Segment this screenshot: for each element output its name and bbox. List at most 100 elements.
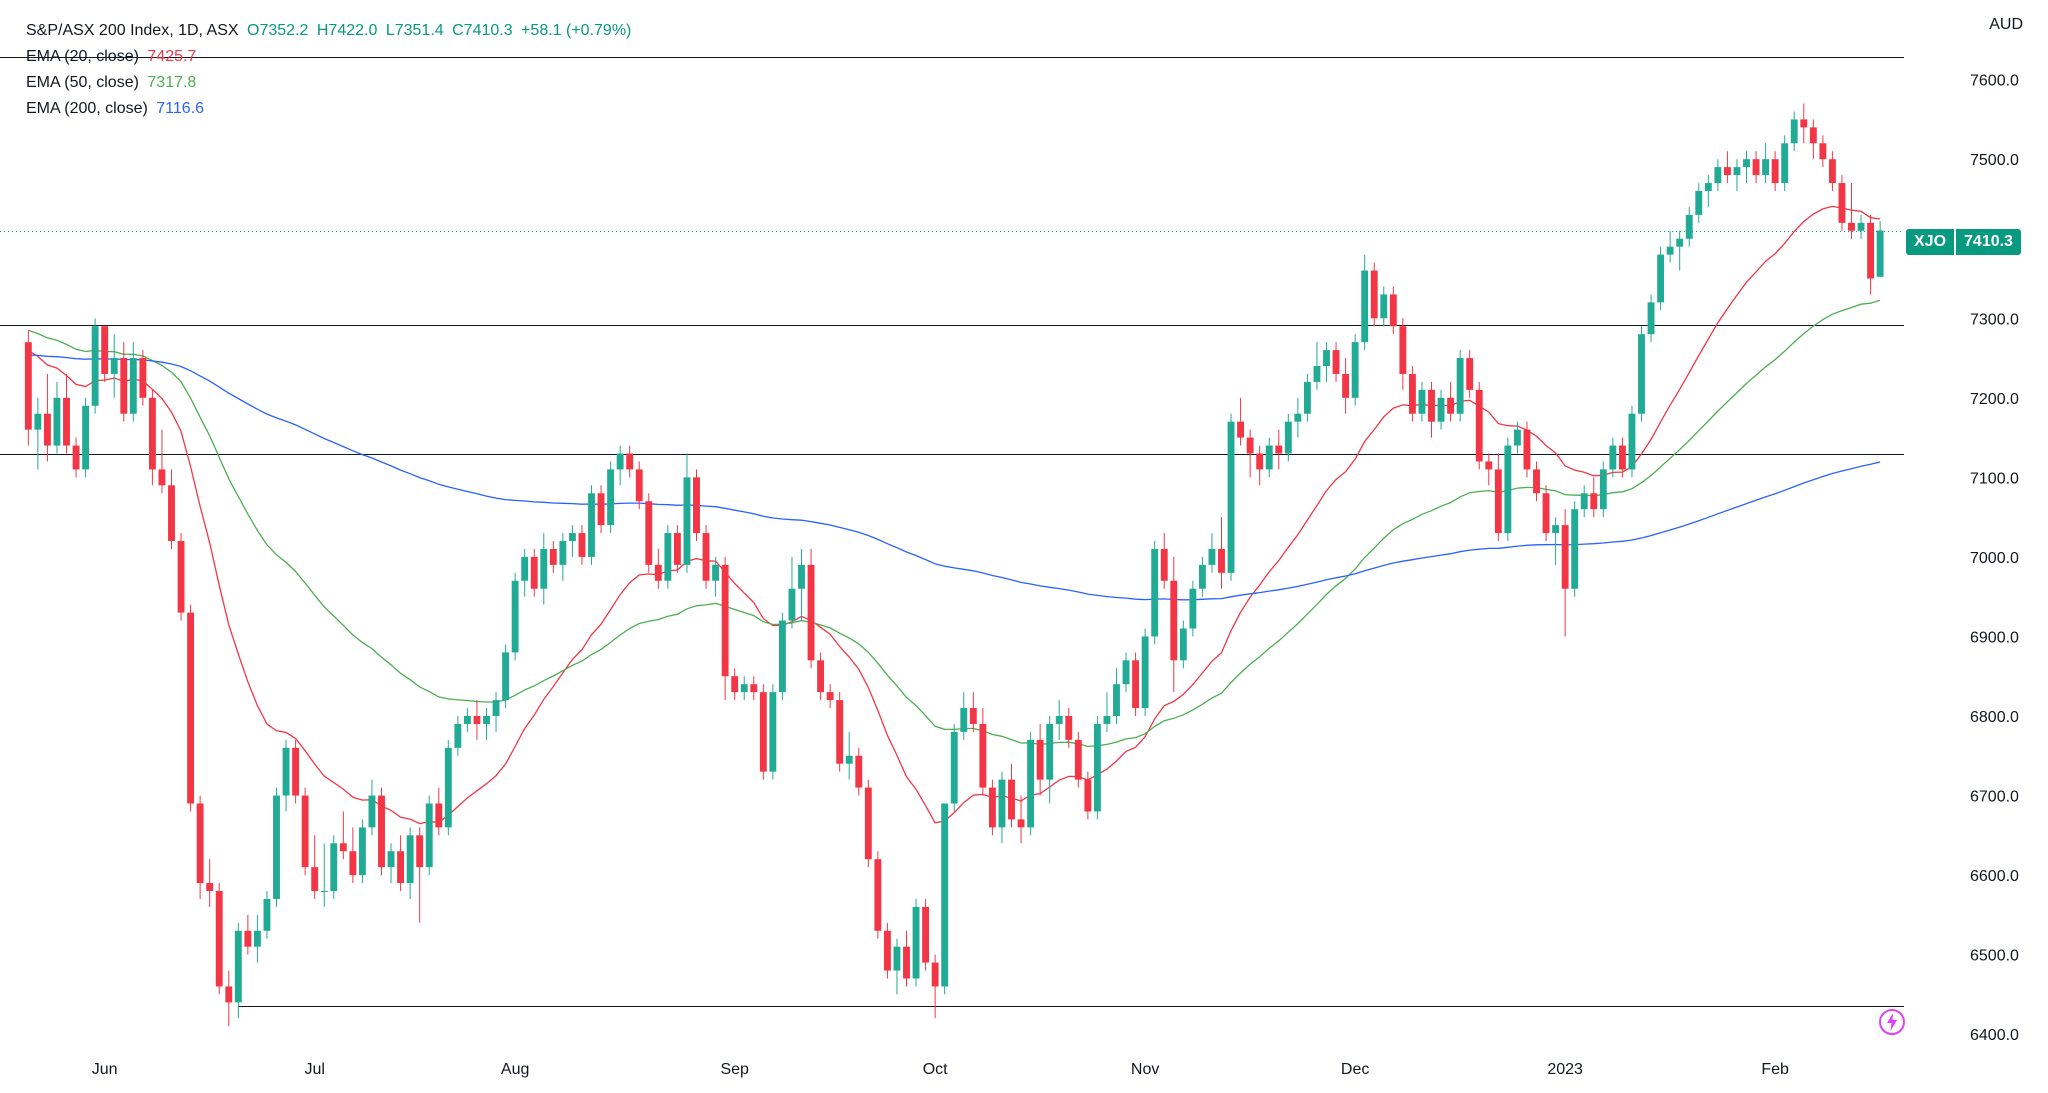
candle (435, 787, 443, 836)
candle-body (1733, 167, 1741, 176)
candle-body (1647, 302, 1655, 335)
candle-body (1676, 238, 1684, 247)
lightning-bolt-icon[interactable] (1878, 1008, 1906, 1036)
candle (91, 318, 99, 414)
candle-body (435, 803, 443, 828)
candle-body (1599, 469, 1607, 510)
candle (1676, 230, 1684, 271)
price-axis: 6400.0 6500.0 6600.0 6700.0 6800.0 6900.0 7000… (1970, 73, 2019, 1045)
candle-body (1074, 739, 1082, 780)
x-tick-label: Dec (1341, 1061, 1369, 1078)
candle-body (855, 755, 863, 788)
candle (693, 469, 700, 541)
candle-body (1781, 143, 1789, 184)
candle (1122, 652, 1130, 693)
candle (301, 787, 309, 876)
candle-body (368, 795, 376, 828)
candle (406, 827, 414, 899)
candle-body (883, 930, 891, 971)
candle-body (788, 588, 796, 621)
y-tick-label: 7600.0 (1970, 73, 2019, 90)
candle-body (454, 723, 462, 748)
candle-body (397, 851, 405, 884)
candle (253, 914, 261, 963)
candle (616, 445, 624, 486)
candle-body (1351, 342, 1359, 398)
candle-body (1876, 230, 1884, 277)
y-tick-label: 6600.0 (1970, 868, 2019, 885)
candle (139, 350, 147, 406)
candle (1342, 358, 1350, 414)
candle (998, 771, 1006, 844)
candle (731, 668, 739, 701)
candle (1151, 541, 1159, 645)
candle (206, 859, 214, 907)
candle (1638, 326, 1645, 422)
candle (1647, 294, 1655, 343)
candle-body (626, 453, 634, 470)
candle-body (378, 795, 385, 868)
candle (1733, 159, 1741, 191)
candle (988, 779, 996, 836)
candle (196, 795, 204, 899)
badge-value: 7410.3 (1956, 229, 2021, 255)
ema20-row[interactable]: EMA (20, close) 7425.7 (26, 44, 635, 70)
candle-body (1084, 779, 1092, 812)
candle (1351, 334, 1359, 406)
candle-body (750, 684, 758, 693)
candle (1618, 437, 1626, 478)
candle (463, 708, 471, 732)
ema20-label: EMA (20, close) (26, 48, 139, 65)
candle (1494, 453, 1502, 541)
candle (1571, 501, 1579, 597)
candle (1428, 381, 1435, 438)
candle-body (1008, 779, 1015, 820)
candle-body (1208, 548, 1216, 565)
candle-body (1638, 334, 1645, 414)
candle-body (1265, 445, 1273, 470)
candle (1370, 262, 1378, 327)
candle-body (511, 580, 519, 653)
candle-body (1065, 716, 1073, 740)
candle (1533, 461, 1540, 502)
candle-body (1323, 350, 1330, 366)
ema200-row[interactable]: EMA (200, close) 7116.6 (26, 96, 635, 122)
candle-body (1027, 739, 1035, 828)
candle (1657, 246, 1665, 311)
candle (1599, 461, 1607, 518)
candle-body (1237, 421, 1245, 438)
candle-body (1819, 143, 1827, 160)
candle-body (158, 469, 166, 486)
candle-body (1762, 159, 1770, 176)
candle (740, 676, 748, 701)
candle-body (903, 946, 910, 979)
candle (673, 525, 681, 573)
candle (893, 938, 901, 995)
candle-body (91, 326, 99, 406)
ema50-row[interactable]: EMA (50, close) 7317.8 (26, 70, 635, 96)
candle-body (129, 358, 137, 414)
candle (1132, 652, 1140, 716)
candle-body (349, 851, 357, 876)
candle (1265, 437, 1273, 478)
candle-body (1685, 214, 1693, 239)
candle (597, 485, 605, 534)
candle-body (1103, 716, 1111, 724)
candle-body (82, 405, 90, 470)
candle (1332, 342, 1340, 382)
candle-body (1828, 159, 1836, 184)
candle-body (1122, 660, 1130, 685)
candle (425, 795, 433, 876)
last-price-badge: XJO 7410.3 (1906, 229, 2021, 255)
candle-body (1447, 397, 1455, 414)
candle-body (635, 469, 643, 502)
y-tick-label: 7200.0 (1970, 391, 2019, 408)
candle-body (1848, 222, 1855, 231)
candle (664, 525, 672, 589)
x-tick-label: Oct (923, 1061, 948, 1078)
candle (1752, 151, 1760, 184)
candle-body (540, 548, 548, 589)
candle (1695, 183, 1703, 223)
